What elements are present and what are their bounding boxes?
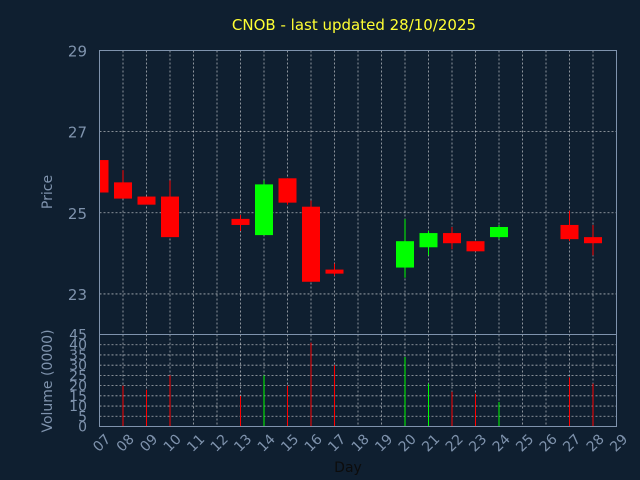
candle-body (560, 224, 579, 240)
x-tick-label: 25 (513, 431, 537, 455)
volume-tick-label: 40 (69, 338, 87, 354)
candle-body (302, 206, 320, 282)
x-tick-label: 28 (584, 431, 608, 455)
volume-tick-label: 30 (69, 358, 87, 374)
volume-grid (99, 334, 617, 427)
candles (99, 160, 602, 282)
candle-body (161, 196, 179, 238)
x-tick-label: 27 (560, 431, 584, 455)
price-tick-label: 25 (68, 205, 87, 223)
price-grid (99, 50, 617, 335)
candle-body (466, 241, 485, 252)
volume-tick-label: 25 (69, 368, 87, 384)
candle-body (490, 226, 508, 238)
x-tick-label: 12 (208, 431, 232, 455)
candle-body (325, 269, 344, 274)
x-tick-label: 17 (325, 431, 349, 455)
x-tick-label: 16 (302, 431, 326, 455)
x-tick-label: 09 (137, 431, 161, 455)
candle-body (443, 233, 461, 244)
volume-tick-label: 45 (69, 328, 87, 344)
x-tick-label: 15 (278, 431, 302, 455)
candle-body (396, 241, 414, 268)
x-tick-label: 18 (349, 431, 373, 455)
x-tick-label: 23 (466, 431, 490, 455)
x-tick-label: 22 (443, 431, 467, 455)
x-axis-ticks: 07 08 09 10 11 12 13 14 15 16 17 18 19 20 21 22 23 24 25 26… (90, 431, 631, 455)
candle-body (419, 233, 438, 248)
x-tick-label: 26 (537, 431, 561, 455)
volume-tick-label: 15 (69, 389, 87, 405)
price-tick-label: 27 (68, 124, 87, 142)
volume-tick-label: 10 (69, 399, 87, 415)
x-axis-label: Day (334, 460, 362, 476)
candle-body (99, 160, 109, 193)
volume-panel-frame (99, 334, 617, 427)
x-tick-label: 24 (490, 431, 514, 455)
x-tick-label: 20 (396, 431, 420, 455)
candle-body (584, 237, 602, 244)
volume-tick-label: 0 (78, 420, 87, 436)
x-tick-label: 21 (419, 431, 443, 455)
chart-title: CNOB - last updated 28/10/2025 (232, 16, 476, 34)
volume-tick-label: 20 (69, 379, 87, 395)
candle-body (231, 218, 250, 225)
x-tick-label: 19 (372, 431, 396, 455)
price-tick-label: 29 (68, 43, 87, 61)
volume-tick-label: 5 (78, 409, 87, 425)
price-tick-label: 23 (68, 286, 87, 304)
candle-body (114, 182, 132, 199)
x-tick-label: 07 (90, 431, 114, 455)
x-tick-label: 14 (255, 431, 279, 455)
x-tick-label: 10 (161, 431, 185, 455)
x-tick-label: 29 (607, 431, 631, 455)
candle-body (137, 196, 156, 205)
candle-body (255, 184, 273, 236)
price-y-ticks: 23 25 27 29 (68, 43, 87, 304)
x-tick-label: 11 (184, 431, 208, 455)
x-tick-label: 08 (114, 431, 138, 455)
x-tick-label: 13 (231, 431, 255, 455)
volume-bars (122, 342, 594, 427)
volume-axis-label: Volume (0000) (40, 329, 56, 432)
price-axis-label: Price (40, 175, 56, 209)
candle-body (278, 178, 297, 203)
volume-tick-label: 35 (69, 348, 87, 364)
